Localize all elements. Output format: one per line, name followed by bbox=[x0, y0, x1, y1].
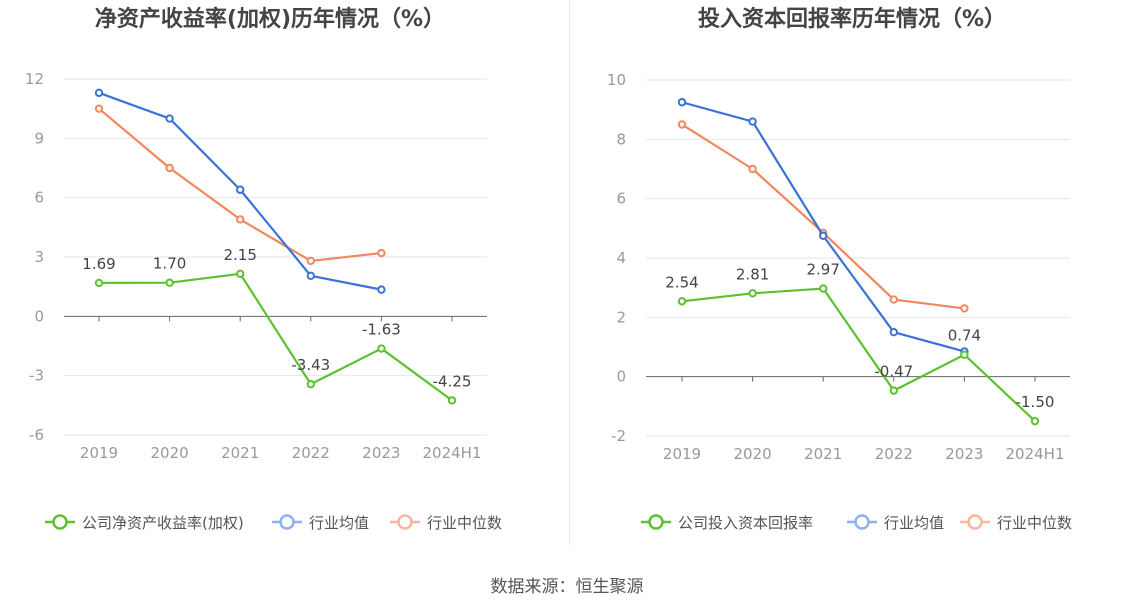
data-point-company bbox=[447, 396, 457, 405]
legend-label-avg: 行业均值 bbox=[884, 514, 944, 532]
y-tick-label: 6 bbox=[616, 190, 626, 208]
legend-label-avg: 行业均值 bbox=[309, 514, 369, 532]
y-tick-label: -3 bbox=[29, 367, 44, 385]
data-label: -4.25 bbox=[433, 372, 472, 390]
x-tick-label: 2020 bbox=[734, 445, 772, 463]
chart-divider bbox=[569, 0, 570, 545]
data-point-company bbox=[889, 386, 898, 395]
data-point-avg bbox=[236, 185, 245, 194]
chart-title: 投入资本回报率历年情况（%） bbox=[698, 6, 1006, 32]
data-label: -1.50 bbox=[1016, 393, 1055, 411]
data-label: -0.47 bbox=[874, 363, 913, 381]
y-tick-label: 2 bbox=[616, 308, 626, 326]
data-point-median bbox=[165, 163, 174, 173]
y-tick-label: 6 bbox=[34, 189, 44, 207]
data-point-company bbox=[236, 269, 245, 279]
data-point-company bbox=[677, 297, 687, 306]
data-point-avg bbox=[94, 88, 104, 98]
x-tick-label: 2023 bbox=[945, 445, 983, 463]
roe-chart: 净资产收益率(加权)历年情况（%） 12 9 6 3 0 -3 -6 2019 2020 2021 2… bbox=[25, 6, 502, 532]
data-label: 2.97 bbox=[806, 261, 839, 279]
x-tick-label: 2021 bbox=[804, 445, 842, 463]
data-label: -1.63 bbox=[362, 321, 401, 339]
x-tick-label: 2019 bbox=[663, 445, 701, 463]
data-point-company bbox=[94, 278, 104, 288]
data-point-median bbox=[377, 248, 386, 258]
y-tick-label: 3 bbox=[34, 248, 44, 266]
data-point-avg bbox=[306, 271, 315, 280]
series-line-company bbox=[98, 272, 453, 402]
data-label: -3.43 bbox=[291, 356, 330, 374]
x-tick-label: 2023 bbox=[362, 444, 400, 462]
y-tick-label: 9 bbox=[34, 129, 44, 147]
y-tick-label: 12 bbox=[25, 70, 44, 88]
roic-chart: 投入资本回报率历年情况（%） 10 8 6 4 2 0 -2 2019 2020 2021 2022 2… bbox=[607, 6, 1072, 532]
data-point-company bbox=[748, 289, 757, 298]
legend-marker-avg bbox=[854, 514, 870, 530]
data-point-avg bbox=[819, 231, 828, 240]
data-point-median bbox=[236, 215, 245, 224]
data-point-avg bbox=[165, 114, 174, 123]
y-tick-label: 10 bbox=[607, 71, 626, 89]
legend-marker-median bbox=[967, 514, 983, 530]
data-point-median bbox=[748, 164, 757, 174]
source-label: 数据来源：恒生聚源 bbox=[490, 577, 644, 597]
legend-marker-median bbox=[397, 514, 413, 530]
x-tick-label: 2022 bbox=[875, 445, 913, 463]
y-tick-label: -2 bbox=[611, 427, 626, 445]
series-line-company bbox=[681, 287, 1036, 422]
data-point-company bbox=[377, 344, 386, 353]
data-label: 0.74 bbox=[948, 327, 981, 345]
data-point-avg bbox=[677, 98, 687, 107]
x-tick-label: 2019 bbox=[80, 444, 118, 462]
data-point-avg bbox=[889, 327, 898, 337]
data-point-company bbox=[165, 278, 174, 287]
y-tick-label: 0 bbox=[34, 307, 44, 325]
data-point-avg bbox=[748, 117, 757, 126]
data-point-median bbox=[677, 120, 687, 129]
data-point-company bbox=[1030, 416, 1040, 426]
y-tick-label: -6 bbox=[29, 426, 44, 444]
legend-label-company: 公司净资产收益率(加权) bbox=[82, 514, 244, 532]
y-tick-label: 0 bbox=[616, 368, 626, 386]
y-tick-label: 8 bbox=[616, 130, 626, 148]
series-line-median bbox=[98, 107, 382, 263]
legend-marker-company bbox=[52, 514, 68, 530]
x-tick-label: 2022 bbox=[292, 444, 330, 462]
series-line-median bbox=[681, 123, 965, 310]
data-point-company bbox=[960, 350, 969, 359]
y-tick-label: 4 bbox=[616, 249, 626, 267]
data-point-median bbox=[960, 304, 969, 313]
data-label: 2.81 bbox=[736, 265, 769, 283]
legend-marker-company bbox=[648, 514, 664, 530]
data-label: 2.15 bbox=[223, 246, 256, 264]
x-tick-label: 2024H1 bbox=[423, 444, 482, 462]
x-tick-label: 2024H1 bbox=[1006, 445, 1065, 463]
legend-marker-avg bbox=[279, 514, 295, 530]
chart-title: 净资产收益率(加权)历年情况（%） bbox=[95, 6, 445, 32]
x-tick-label: 2020 bbox=[151, 444, 189, 462]
data-label: 1.70 bbox=[153, 255, 186, 273]
data-label: 1.69 bbox=[82, 255, 115, 273]
data-label: 2.54 bbox=[665, 273, 698, 291]
legend-label-median: 行业中位数 bbox=[427, 514, 502, 532]
data-point-median bbox=[889, 295, 898, 304]
x-tick-label: 2021 bbox=[221, 444, 259, 462]
data-point-avg bbox=[377, 285, 386, 294]
legend-label-company: 公司投入资本回报率 bbox=[678, 514, 813, 532]
data-point-company bbox=[819, 284, 828, 293]
data-point-company bbox=[306, 379, 315, 389]
data-point-median bbox=[94, 104, 104, 113]
legend-label-median: 行业中位数 bbox=[997, 514, 1072, 532]
data-point-median bbox=[306, 256, 315, 266]
